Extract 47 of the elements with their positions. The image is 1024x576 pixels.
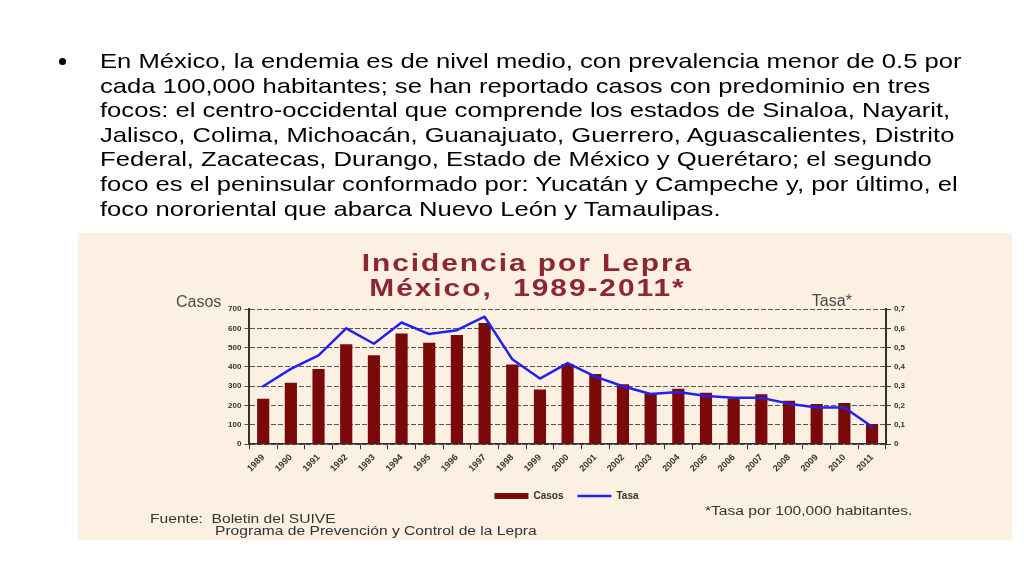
y2-tick-label: 0,2 <box>893 400 906 410</box>
bar <box>838 403 851 444</box>
bar <box>561 364 574 444</box>
bar <box>533 389 547 444</box>
y-tick-label: 100 <box>227 420 242 430</box>
bar <box>284 382 297 444</box>
y2-tick-label: 0,3 <box>893 381 906 391</box>
bar <box>450 335 463 444</box>
bar <box>257 398 270 444</box>
bar <box>755 394 768 444</box>
y2-tick-label: 0,7 <box>893 304 906 314</box>
y-tick-label: 700 <box>227 304 242 314</box>
text: En México, la endemia es de nivel medio, con prevalencia menor de 0.5 por cada 100,000 habitantes; se han reportado casos con predominio en tres focos: el centro-occidental que comprende los estados de Sinaloa, Nayarit, Jalisco, Colima, Michoacán, Guanajuato, Guerrero, Aguascalientes, Distrito Federal, Zacatecas, Durango, Estado de México y Querétaro; el segundo foco es el peninsular conformado por: Yucatán y Campeche y, por último, el foco nororiental que abarca Nuevo León y Tamaulipas. <box>100 49 963 222</box>
bar <box>506 364 519 444</box>
y2-tick-label: 0 <box>893 439 899 449</box>
y-tick-label: 500 <box>227 342 242 352</box>
bar <box>644 393 657 444</box>
bar <box>395 333 408 444</box>
legend-label: Tasa <box>616 489 639 501</box>
bar <box>589 374 602 444</box>
legend-label: Casos <box>533 489 564 501</box>
y-tick-label: 0 <box>236 439 242 449</box>
bar <box>672 388 685 444</box>
y-tick-label: 200 <box>227 400 242 410</box>
bar <box>865 423 879 444</box>
text: *Tasa por 100,000 habitantes. <box>705 504 913 518</box>
bar <box>727 398 740 444</box>
bar <box>423 342 436 444</box>
y-tick-label: 300 <box>227 381 242 391</box>
y2-tick-label: 0,1 <box>893 420 906 430</box>
bar <box>340 344 353 444</box>
bar <box>782 400 796 444</box>
y2-tick-label: 0,6 <box>893 323 906 333</box>
bar <box>312 368 325 444</box>
y2-axis-title: Tasa* <box>811 292 852 309</box>
bar <box>699 392 713 444</box>
bar <box>367 355 380 444</box>
y-tick-label: 600 <box>227 323 242 333</box>
source-note: Fuente: Boletin del SUIVE Programa de Prevención y Control de la Lepra <box>150 512 537 538</box>
bar <box>810 404 823 444</box>
y-tick-label: 400 <box>227 362 242 372</box>
bar <box>616 384 630 444</box>
bar <box>478 322 491 444</box>
y2-tick-label: 0,4 <box>893 362 906 372</box>
y-axis-title: Casos <box>175 293 222 310</box>
chart-title: Incidencia por Lepra México, 1989-2011* <box>361 250 693 301</box>
y2-tick-label: 0,5 <box>893 342 906 352</box>
